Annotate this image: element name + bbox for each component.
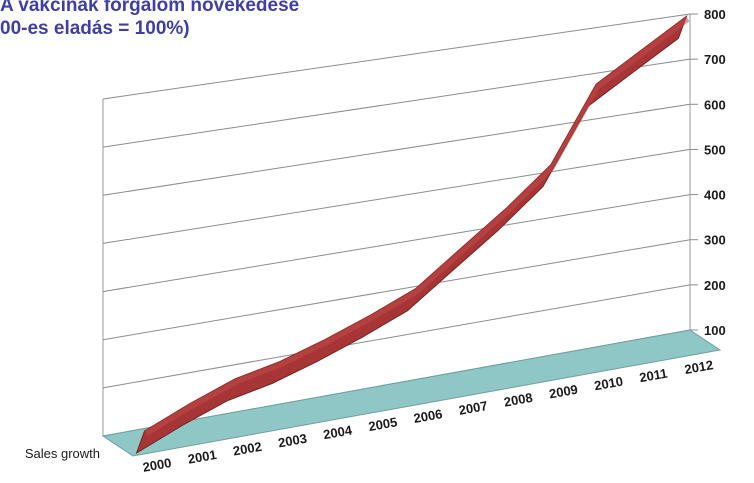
chart-title-line-1: A vakcinák forgalom növekedése [0,0,299,16]
chart-title-line-2: 00-es eladás = 100%) [0,18,190,39]
x-tick-label: 2003 [277,431,308,451]
x-tick-label: 2012 [683,357,714,377]
x-tick-label: 2010 [593,374,624,394]
gridline [102,239,691,341]
y-axis-ticks: 100 200 300 400 500 600 700 800 [704,7,726,338]
gridline [102,103,691,196]
y-tick-label: 300 [704,233,726,248]
gridline [102,284,691,389]
y-tick-label: 500 [704,142,726,157]
gridline [102,194,691,293]
y-tick-label: 400 [704,188,726,203]
gridline [102,58,691,148]
gridline [102,13,691,100]
chart-floor [101,329,722,457]
series-ribbon-top-face [144,16,690,436]
y-tick-label: 100 [704,323,726,338]
x-tick-label: 2004 [322,422,354,442]
x-tick-label: 2008 [503,390,534,410]
x-tick-label: 2007 [458,398,489,418]
x-tick-label: 2009 [548,382,579,402]
x-tick-label: 2000 [141,455,172,475]
y-tick-label: 700 [704,52,726,67]
y-tick-label: 200 [704,278,726,293]
x-tick-label: 2011 [638,366,668,386]
series-axis-label: Sales growth [25,446,100,461]
chart-title: A vakcinák forgalom növekedése 00-es ela… [0,0,299,39]
gridline [102,148,691,244]
x-tick-label: 2001 [187,447,218,467]
series-ribbon [135,14,690,455]
y-tick-label: 600 [704,97,726,112]
chart-walls [102,14,691,436]
x-tick-label: 2006 [412,406,443,426]
floor-plane [101,329,722,457]
y-tick-label: 800 [704,7,726,22]
x-tick-label: 2005 [367,414,398,434]
series-axis-label-text: Sales growth [25,446,100,461]
x-axis-ticks: 2000 2001 2002 2003 2004 2005 2006 2007 2008 2009… [141,357,714,475]
x-tick-label: 2002 [232,439,263,459]
